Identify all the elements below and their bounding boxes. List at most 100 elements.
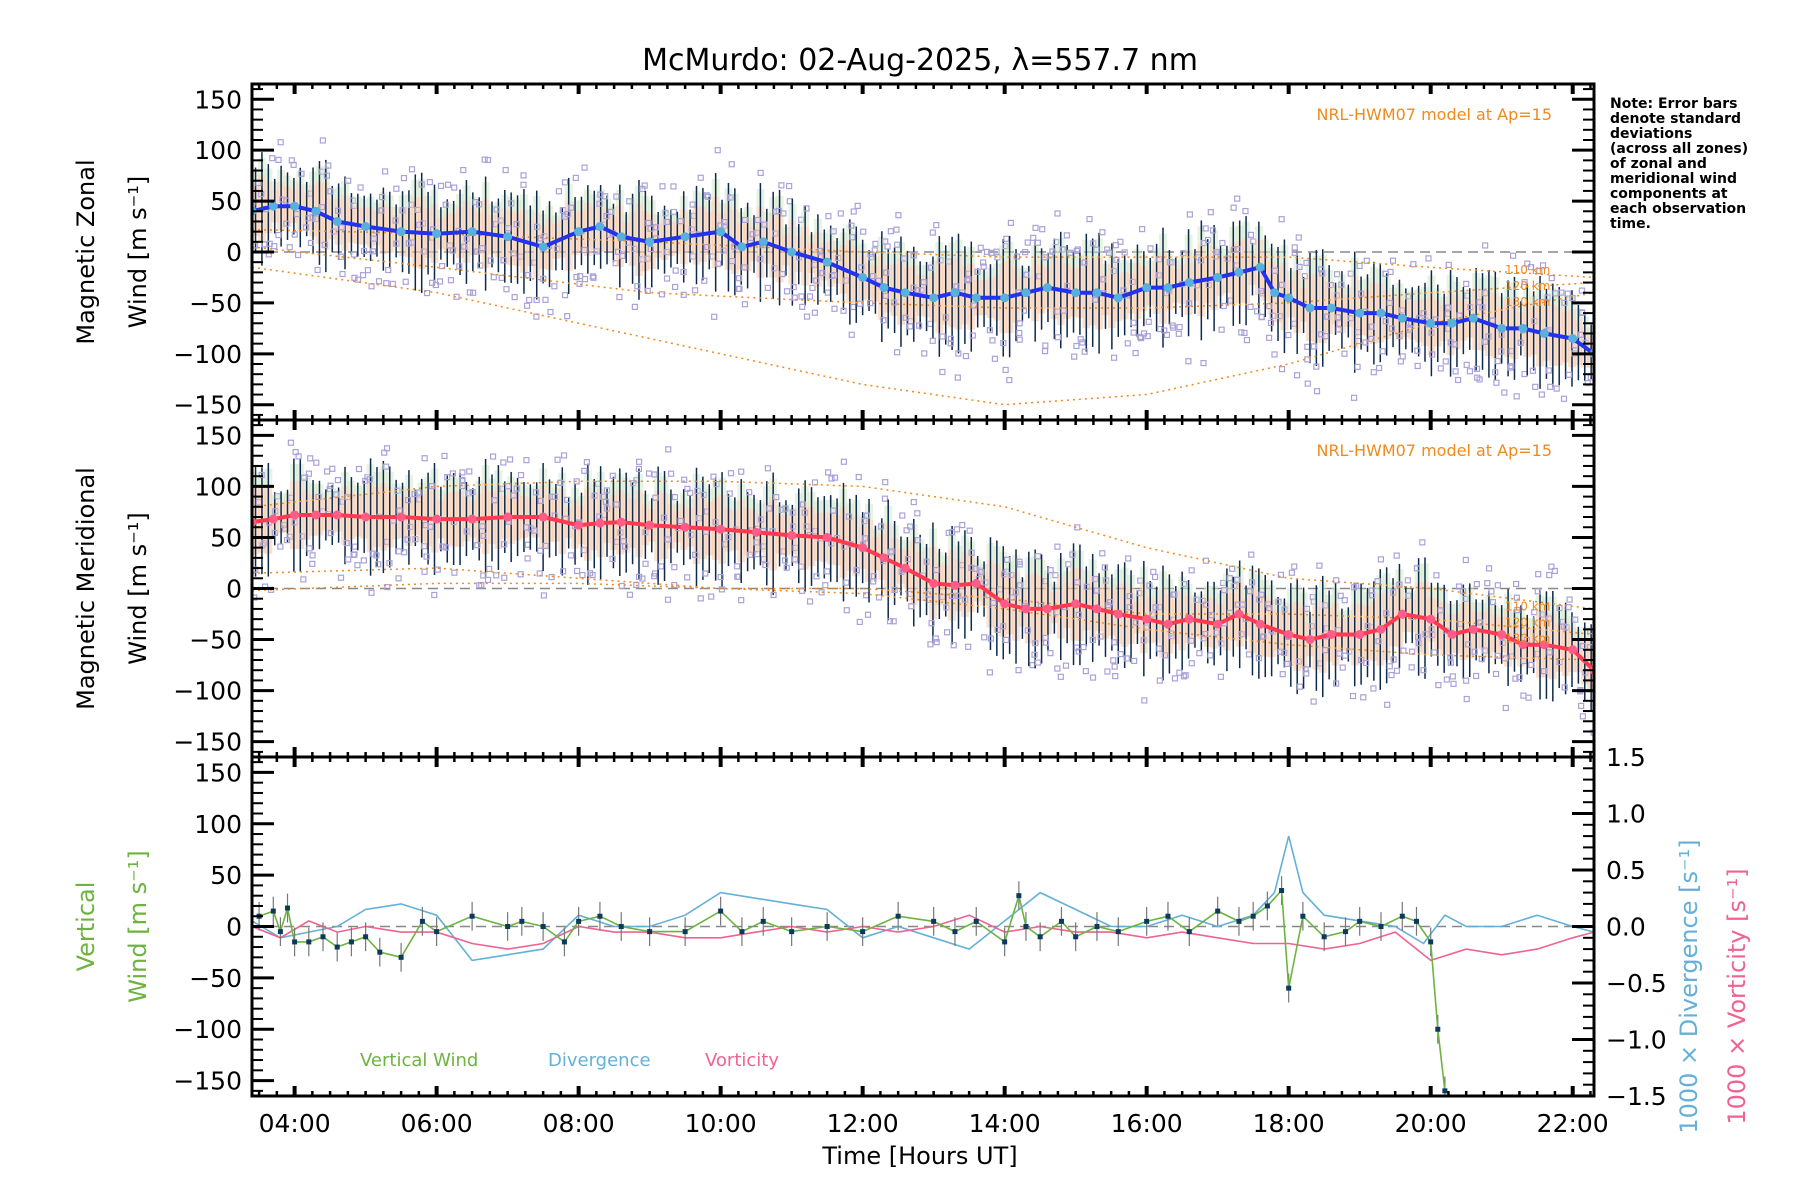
zone-sample-point [1188,660,1195,667]
zone-sample-point [1566,596,1573,603]
zone-sample-point [1151,573,1159,581]
zone-sample-point [1117,650,1124,658]
zone-sample-point [1494,357,1501,365]
zone-sample-point [869,273,876,280]
zone-sample-point [843,579,850,586]
zone-sample-point [426,179,433,186]
zone-sample-point [444,181,452,188]
zone-sample-point [825,213,832,220]
y-axis-title-line2: Wind [m s⁻¹] [124,512,152,664]
zone-sample-point [845,513,853,520]
x-tick-label: 20:00 [1395,1109,1467,1138]
vertical-wind-point [1002,939,1008,945]
altitude-label: 130 km [1505,295,1550,309]
note-line: Note: Error bars [1610,96,1737,112]
zone-sample-point [871,247,878,254]
zone-sample-point [1288,569,1296,576]
zone-sample-point [436,278,444,285]
zone-sample-point [327,482,334,489]
zone-sample-point [547,308,554,316]
zone-sample-point [1062,662,1070,669]
y-axis-title-line2: Wind [m s⁻¹] [124,176,152,328]
zone-sample-point [920,279,927,286]
zone-sample-point [350,251,358,258]
zone-sample-point [710,473,717,480]
zone-sample-point [1110,657,1117,664]
zone-sample-point [1082,668,1089,675]
zone-sample-point [338,224,346,231]
wind-point [396,512,406,522]
zone-sample-point [914,287,922,294]
zone-sample-point [647,245,654,253]
zone-sample-point [614,248,622,255]
zone-sample-point [602,498,610,505]
zone-sample-point [1414,362,1421,370]
zone-sample-point [718,586,726,593]
zone-sample-point [1310,698,1317,705]
zone-sample-point [286,244,293,251]
wind-point [332,510,342,520]
zone-sample-point [1498,348,1505,355]
zone-sample-point [893,226,900,233]
wind-point [1000,599,1010,609]
legend-entry: Divergence [548,1050,651,1071]
zone-sample-point [1188,637,1195,644]
zone-sample-point [728,161,735,168]
wind-point [716,524,726,534]
zone-sample-point [651,573,658,580]
zone-sample-point [295,453,302,460]
zone-sample-point [1571,342,1579,349]
zone-sample-point [703,192,710,199]
zone-sample-point [1341,597,1348,604]
zone-sample-point [1492,369,1499,376]
zone-sample-point [631,303,638,310]
wind-point [361,512,371,522]
zone-sample-point [1485,333,1492,340]
zone-sample-point [914,537,921,544]
zone-sample-point [290,161,297,168]
wind-point [1113,609,1123,619]
wind-point [1284,293,1294,303]
zone-sample-point [837,210,844,217]
zone-sample-point [1322,647,1329,654]
zone-sample-point [840,458,848,465]
zone-sample-point [964,277,971,284]
zone-sample-point [1202,630,1209,638]
zone-sample-point [1147,245,1154,252]
zone-sample-point [932,635,939,642]
zone-sample-point [830,228,837,235]
wind-point [1518,640,1528,650]
zone-sample-point [542,542,549,549]
wind-point [1092,604,1102,614]
zone-sample-point [665,446,672,453]
vertical-wind-point [1357,918,1363,924]
zone-sample-point [639,575,646,582]
zone-sample-point [1099,550,1106,557]
zone-sample-point [1350,394,1358,401]
zone-sample-point [738,468,745,475]
zone-sample-point [1016,561,1023,568]
zone-sample-point [899,512,906,519]
zone-sample-point [1054,665,1061,672]
zone-sample-point [684,574,691,581]
zone-sample-point [479,244,486,252]
zone-sample-point [891,299,898,306]
zone-sample-point [1176,323,1183,331]
zone-sample-point [309,552,316,559]
zone-sample-point [1545,367,1552,374]
zone-sample-point [1459,587,1467,595]
vertical-wind-point [561,939,567,945]
zone-sample-point [561,292,569,299]
zone-sample-point [351,274,358,281]
wind-point [1142,283,1152,293]
vertical-wind-point [824,924,830,929]
zone-sample-point [277,543,284,550]
zone-sample-point [1565,371,1573,378]
zone-sample-point [287,439,294,446]
vertical-wind-point [419,918,425,924]
zone-sample-point [293,210,301,218]
zone-sample-point [1471,648,1478,655]
wind-point [574,520,584,530]
zone-sample-point [1536,268,1543,275]
zone-sample-point [1291,249,1298,256]
